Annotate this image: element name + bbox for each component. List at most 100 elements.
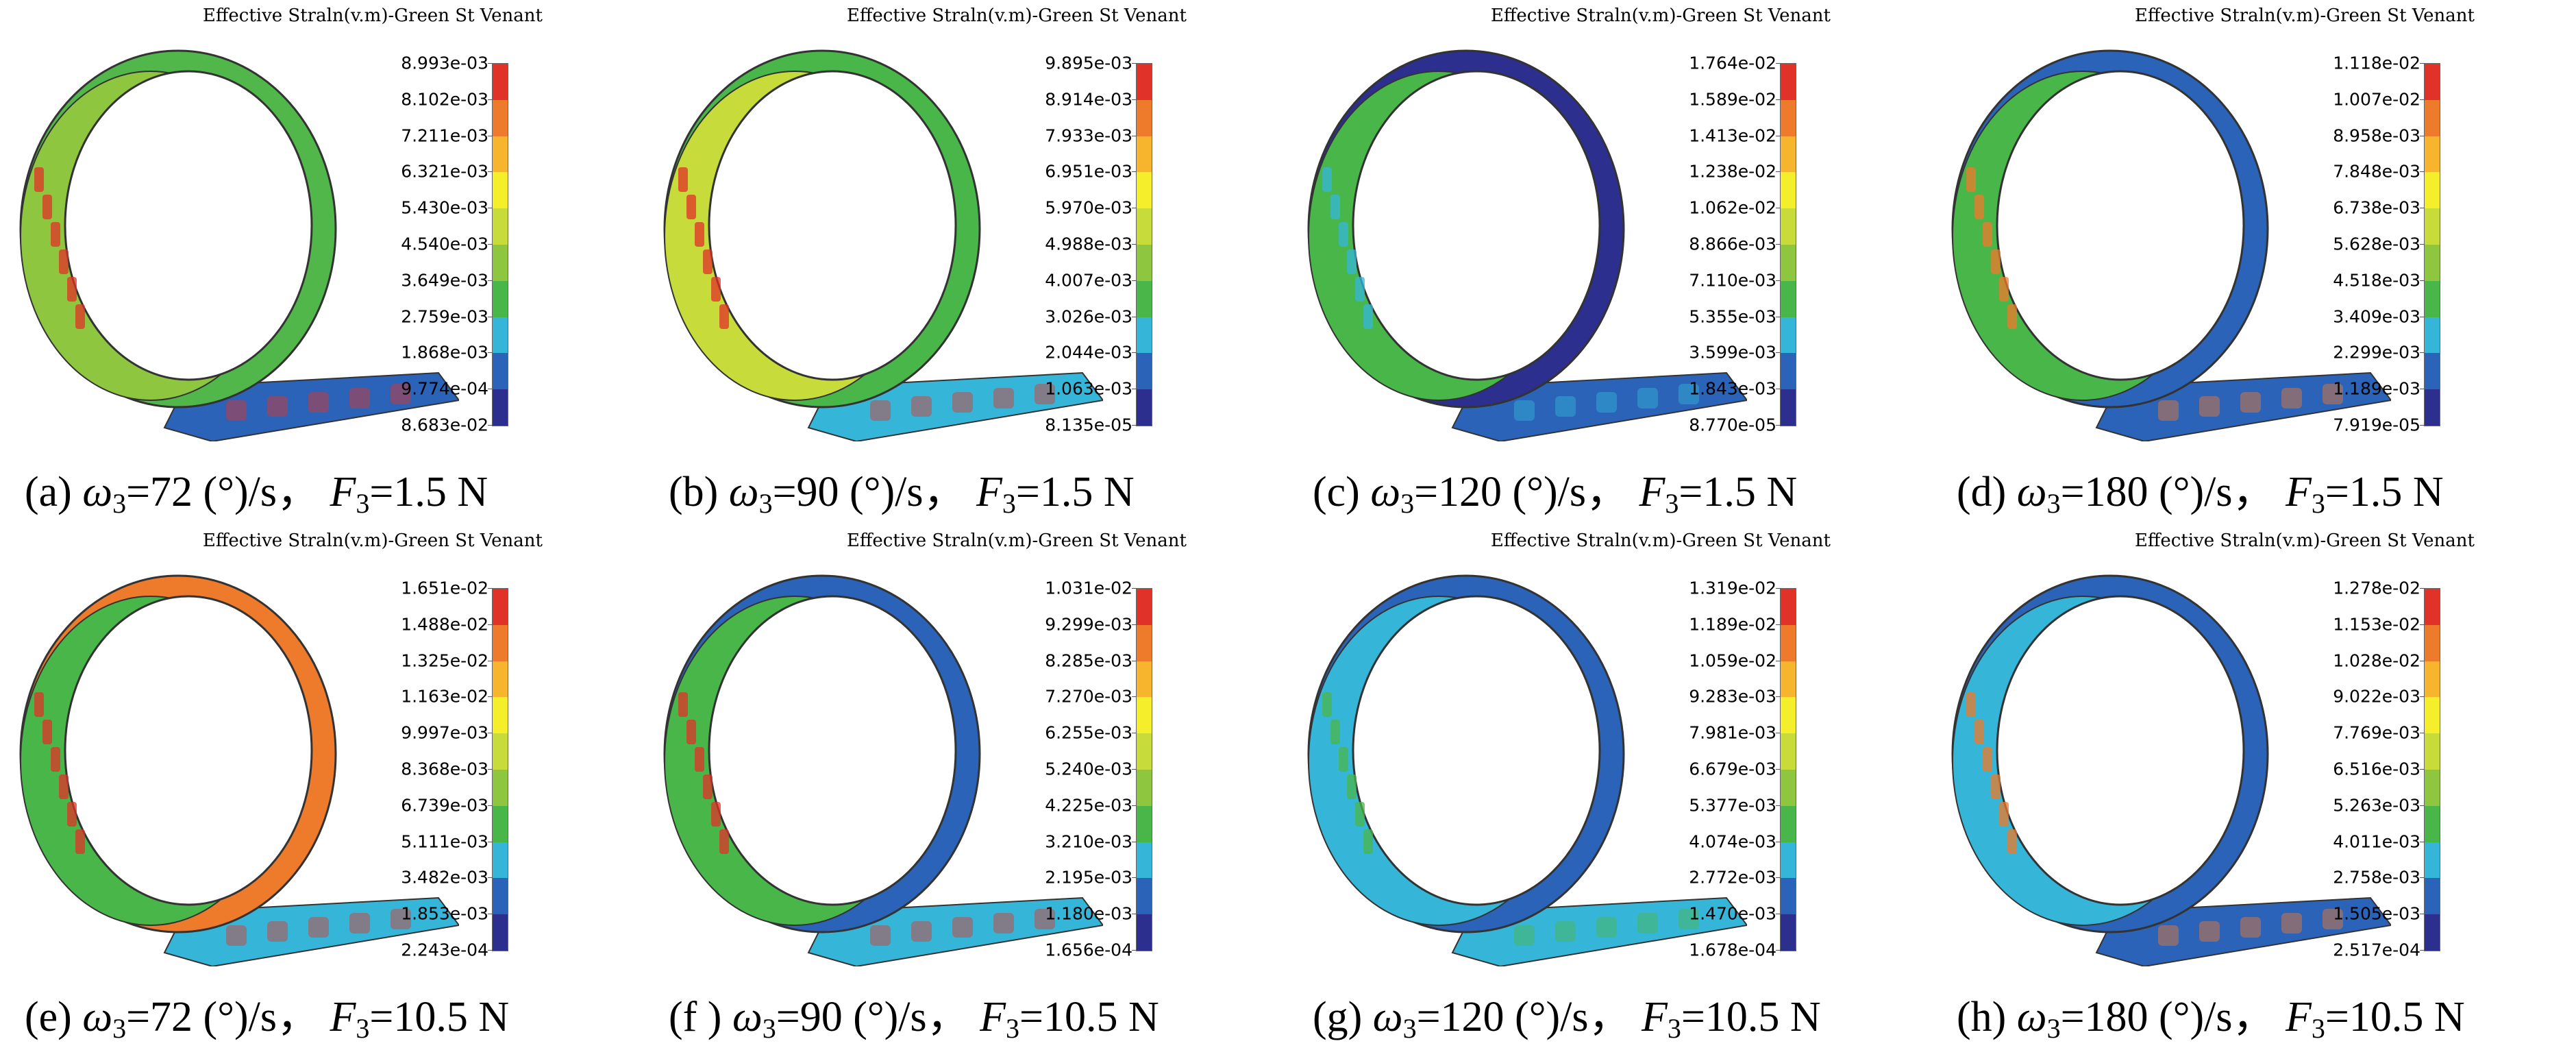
colorbar-tick-label: 7.110e-03	[1689, 270, 1776, 291]
colorbar-segment	[493, 697, 508, 734]
strain-streak	[267, 921, 288, 942]
colorbar-tick-label: 4.225e-03	[1045, 795, 1132, 816]
colorbar-segment	[2425, 317, 2440, 354]
strain-streak	[2199, 921, 2220, 942]
colorbar-tick-label: 1.319e-02	[1689, 578, 1776, 598]
colorbar-segment	[493, 733, 508, 770]
caption-omega-value: =72 (°)/s，	[126, 469, 320, 515]
strain-hotspot	[1330, 195, 1340, 219]
strain-streak	[1514, 400, 1535, 421]
panel-caption: (g) ω3=120 (°)/s， F3=10.5 N	[1313, 981, 1821, 1045]
caption-omega-subscript: 3	[112, 1013, 127, 1044]
colorbar-segment	[1781, 805, 1796, 843]
strain-panel-g: Effective Straln(v.m)-Green St Venant 1.3…	[1288, 525, 1932, 1050]
colorbar-tick-label: 3.409e-03	[2333, 306, 2420, 327]
strain-streak	[952, 392, 973, 413]
colorbar-title: Effective Straln(v.m)-Green St Venant	[846, 5, 1187, 26]
colorbar-tick-mark	[2420, 877, 2425, 879]
strain-panel-a: Effective Straln(v.m)-Green St Venant 8.9…	[0, 0, 644, 525]
strain-streak	[2323, 909, 2343, 929]
colorbar-segment	[1137, 914, 1152, 951]
colorbar-tick-label: 3.026e-03	[1045, 306, 1132, 327]
strain-hotspot	[1974, 720, 1984, 744]
colorbar-tick-label: 5.970e-03	[1045, 197, 1132, 218]
colorbar-tick-mark	[1776, 769, 1781, 770]
colorbar-tick-mark	[1776, 63, 1781, 64]
strain-hotspot	[711, 277, 721, 302]
colorbar-tick-label: 3.599e-03	[1689, 342, 1776, 363]
strain-colorbar	[2424, 588, 2440, 951]
caption-force-symbol: F	[980, 994, 1006, 1040]
ring-strain-plot	[1951, 574, 2391, 966]
colorbar-segment	[1137, 245, 1152, 282]
strain-streak	[1596, 917, 1617, 938]
colorbar-tick-mark	[1132, 99, 1137, 100]
strain-streak	[1596, 392, 1617, 413]
caption-force-value: =1.5 N	[2325, 469, 2444, 515]
colorbar-segment	[493, 353, 508, 390]
strain-hotspot	[1999, 802, 2009, 827]
caption-omega-symbol: ω	[1370, 469, 1401, 515]
colorbar-tick-mark	[1132, 624, 1137, 625]
strain-panel-b: Effective Straln(v.m)-Green St Venant 9.8…	[644, 0, 1288, 525]
colorbar-tick-mark	[488, 99, 493, 100]
caption-omega-symbol: ω	[2016, 994, 2047, 1040]
colorbar-tick-mark	[488, 805, 493, 806]
colorbar-tick-label: 7.919e-05	[2333, 415, 2420, 435]
colorbar-tick-label: 4.074e-03	[1689, 831, 1776, 852]
colorbar-tick-label: 1.678e-04	[1689, 940, 1776, 960]
colorbar-segment	[1781, 317, 1796, 354]
caption-letter: (h)	[1957, 994, 2007, 1040]
caption-force-value: =10.5 N	[1019, 994, 1159, 1040]
ring-strain-plot	[663, 49, 1103, 441]
colorbar-tick-mark	[488, 877, 493, 879]
ribbon-loop-opening	[1996, 595, 2245, 906]
strain-hotspot	[59, 249, 69, 274]
strain-colorbar	[2424, 63, 2440, 426]
strain-hotspot	[678, 167, 688, 192]
colorbar-tick-label: 6.321e-03	[401, 161, 488, 182]
strain-streak	[1637, 913, 1658, 933]
strain-streak	[952, 917, 973, 938]
caption-letter: (e)	[25, 994, 72, 1040]
colorbar-tick-mark	[1776, 425, 1781, 426]
caption-force-subscript: 3	[356, 488, 370, 519]
colorbar-tick-mark	[2420, 950, 2425, 951]
colorbar-segment	[1137, 770, 1152, 807]
caption-force-subscript: 3	[1665, 488, 1679, 519]
colorbar-tick-label: 1.153e-02	[2333, 614, 2420, 635]
strain-streak	[911, 921, 932, 942]
colorbar-tick-label: 5.355e-03	[1689, 306, 1776, 327]
ribbon-loop-opening	[708, 70, 957, 381]
colorbar-tick-label: 7.848e-03	[2333, 161, 2420, 182]
strain-streak	[870, 925, 891, 946]
colorbar-tick-mark	[488, 63, 493, 64]
colorbar-tick-mark	[1132, 244, 1137, 245]
colorbar-tick-label: 1.028e-02	[2333, 650, 2420, 671]
colorbar-tick-label: 9.283e-03	[1689, 686, 1776, 707]
colorbar-segment	[2425, 770, 2440, 807]
strain-hotspot	[42, 195, 52, 219]
colorbar-segment	[1137, 697, 1152, 734]
strain-panel-h: Effective Straln(v.m)-Green St Venant 1.2…	[1932, 525, 2576, 1050]
colorbar-segment	[493, 317, 508, 354]
strain-hotspot	[67, 802, 77, 827]
colorbar-tick-mark	[1776, 696, 1781, 698]
ribbon-loop-opening	[64, 70, 313, 381]
colorbar-title: Effective Straln(v.m)-Green St Venant	[1490, 5, 1831, 26]
colorbar-tick-label: 3.649e-03	[401, 270, 488, 291]
caption-omega-subscript: 3	[1402, 1013, 1417, 1044]
strain-streak	[1679, 384, 1699, 404]
colorbar-segment	[493, 245, 508, 282]
colorbar-tick-mark	[2420, 171, 2425, 173]
caption-omega-value: =120 (°)/s，	[1416, 994, 1631, 1040]
strain-streak	[2240, 392, 2261, 413]
colorbar-tick-label: 9.774e-04	[401, 378, 488, 399]
strain-panel-d: Effective Straln(v.m)-Green St Venant 1.1…	[1932, 0, 2576, 525]
strain-panel-e: Effective Straln(v.m)-Green St Venant 1.6…	[0, 525, 644, 1050]
colorbar-tick-mark	[1132, 805, 1137, 806]
caption-letter: (g)	[1313, 994, 1363, 1040]
colorbar-segment	[493, 64, 508, 101]
colorbar-tick-label: 2.299e-03	[2333, 342, 2420, 363]
colorbar-segment	[1781, 99, 1796, 137]
